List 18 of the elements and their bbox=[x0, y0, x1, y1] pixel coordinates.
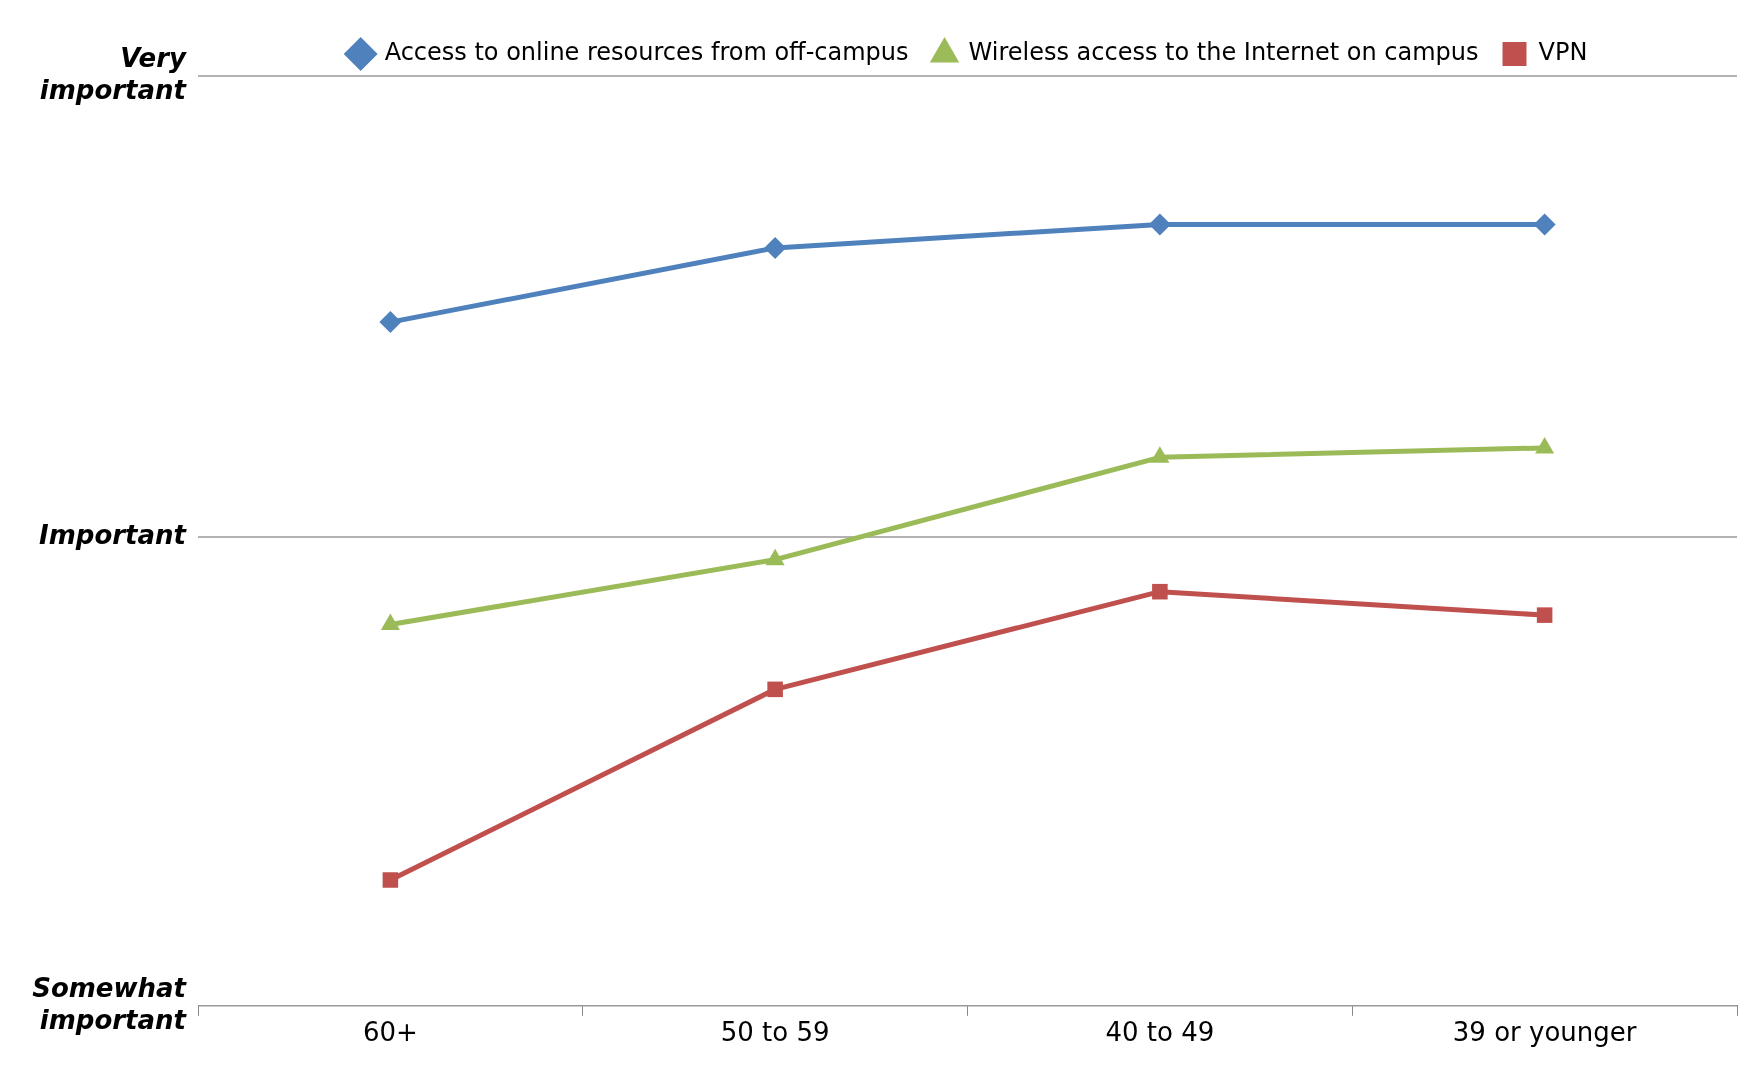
ref-line-label: Somewhat important bbox=[32, 972, 188, 1035]
point bbox=[764, 236, 787, 259]
ref-line-label: Very important bbox=[39, 42, 188, 105]
legend-label: Access to online resources from off-campus bbox=[384, 38, 909, 67]
x-tick-label: 39 or younger bbox=[1452, 1017, 1637, 1048]
legend-label: VPN bbox=[1538, 38, 1588, 67]
point bbox=[1536, 607, 1553, 623]
point bbox=[1148, 213, 1171, 236]
x-tick-label: 60+ bbox=[362, 1017, 418, 1048]
point bbox=[382, 872, 399, 888]
ref-line-label: Important bbox=[39, 519, 188, 550]
legend-label: Wireless access to the Internet on campus bbox=[968, 38, 1479, 67]
x-tick-label: 40 to 49 bbox=[1105, 1017, 1215, 1048]
point bbox=[1533, 213, 1556, 236]
x-tick-label: 50 to 59 bbox=[720, 1017, 830, 1048]
point bbox=[379, 311, 402, 334]
point bbox=[1152, 583, 1168, 600]
point bbox=[767, 681, 783, 698]
